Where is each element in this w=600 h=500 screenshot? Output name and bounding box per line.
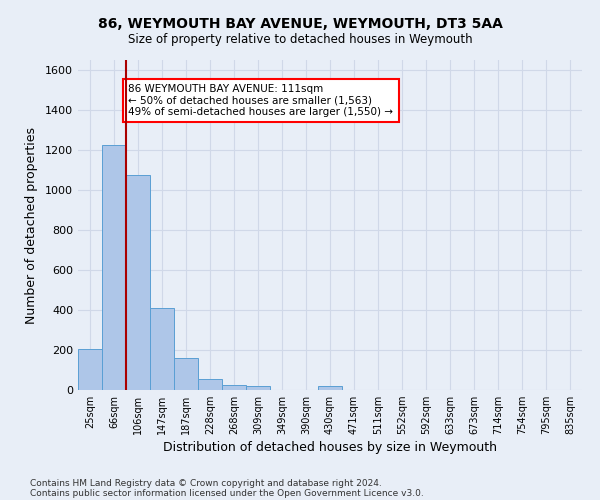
- Bar: [222, 385, 246, 390]
- Bar: [102, 145, 126, 390]
- X-axis label: Distribution of detached houses by size in Weymouth: Distribution of detached houses by size …: [163, 442, 497, 454]
- Text: Size of property relative to detached houses in Weymouth: Size of property relative to detached ho…: [128, 32, 472, 46]
- Text: Contains HM Land Registry data © Crown copyright and database right 2024.: Contains HM Land Registry data © Crown c…: [30, 478, 382, 488]
- Text: 86, WEYMOUTH BAY AVENUE, WEYMOUTH, DT3 5AA: 86, WEYMOUTH BAY AVENUE, WEYMOUTH, DT3 5…: [98, 18, 502, 32]
- Bar: [78, 349, 102, 390]
- Bar: [150, 308, 174, 390]
- Bar: [318, 386, 342, 390]
- Y-axis label: Number of detached properties: Number of detached properties: [25, 126, 38, 324]
- Bar: [174, 358, 198, 390]
- Bar: [126, 175, 150, 390]
- Bar: [246, 386, 270, 390]
- Text: Contains public sector information licensed under the Open Government Licence v3: Contains public sector information licen…: [30, 488, 424, 498]
- Bar: [198, 379, 222, 390]
- Text: 86 WEYMOUTH BAY AVENUE: 111sqm
← 50% of detached houses are smaller (1,563)
49% : 86 WEYMOUTH BAY AVENUE: 111sqm ← 50% of …: [128, 84, 394, 117]
